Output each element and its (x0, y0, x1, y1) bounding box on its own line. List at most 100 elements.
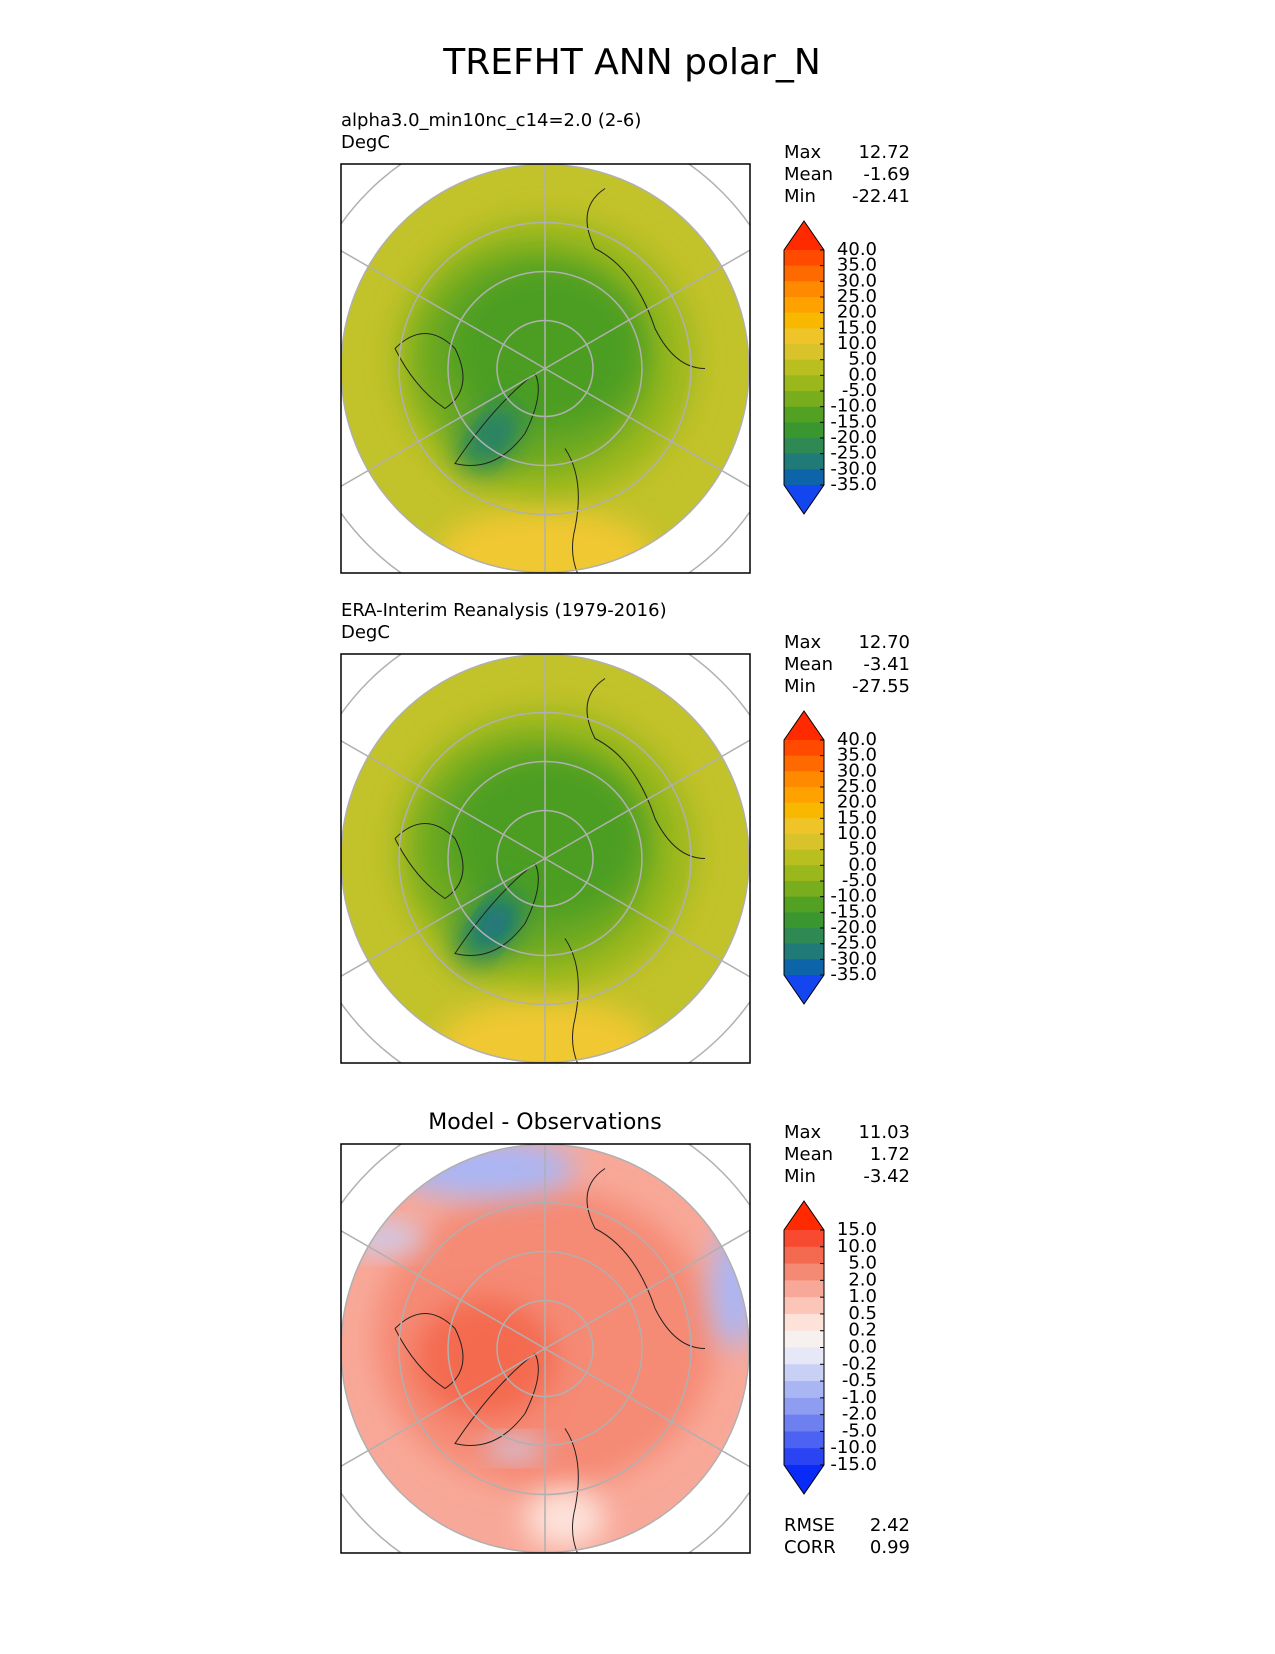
colorbar-tick-label: 40.0 (837, 239, 877, 260)
figure-title: TREFHT ANN polar_N (442, 42, 821, 83)
colorbar-segment (784, 787, 824, 804)
stat-name: Max (784, 632, 822, 653)
colorbar-segment (784, 344, 824, 361)
graticule (544, 249, 750, 370)
colorbar-tick-label: 5.0 (848, 1253, 877, 1274)
colorbar-segment (784, 740, 824, 757)
colorbar-segment (784, 834, 824, 851)
colorbar-segment (784, 1448, 824, 1466)
colorbar-segment (784, 802, 824, 819)
graticule (544, 857, 750, 978)
colorbar-segment (784, 250, 824, 267)
colorbar-segment (784, 391, 824, 408)
colorbar-extend (784, 485, 824, 514)
colorbar-extend (784, 1201, 824, 1230)
stat-value: -22.41 (852, 186, 910, 207)
coastline (586, 1168, 706, 1349)
colorbar-tick-label: 25.0 (837, 286, 877, 307)
colorbar-segment (784, 453, 824, 470)
stat-name: Mean (784, 1144, 833, 1165)
colorbar-tick-label: -30.0 (830, 948, 877, 969)
colorbar-tick-label: 0.0 (848, 1337, 877, 1358)
colorbar-tick-label: 0.2 (848, 1320, 877, 1341)
colorbar-tick-label: -35.0 (830, 474, 877, 495)
colorbar-segment (784, 943, 824, 960)
colorbar-tick-label: -20.0 (830, 917, 877, 938)
graticule (544, 739, 750, 860)
colorbar-segment (784, 912, 824, 929)
colorbar-segment (784, 1347, 824, 1365)
colorbar-tick-label: -10.0 (830, 1437, 877, 1458)
colorbar-segment (784, 896, 824, 913)
stat-name: Min (784, 1166, 816, 1187)
metric-name: CORR (784, 1537, 836, 1558)
colorbar-segment (784, 755, 824, 772)
colorbar-segment (784, 406, 824, 423)
metric-value: 0.99 (870, 1537, 910, 1558)
colorbar-tick-label: 0.0 (848, 854, 877, 875)
colorbar-tick-label: -5.0 (842, 380, 877, 401)
graticule (341, 249, 546, 370)
colorbar-tick-label: -35.0 (830, 964, 877, 985)
stat-value: -3.41 (863, 654, 910, 675)
colorbar-segment (784, 438, 824, 455)
panel-units: DegC (341, 622, 390, 643)
stat-value: -1.69 (863, 164, 910, 185)
colorbar-segment (784, 1297, 824, 1315)
colorbar-tick-label: 10.0 (837, 333, 877, 354)
stat-name: Max (784, 1122, 822, 1143)
coastline (454, 862, 539, 956)
graticule (341, 857, 546, 978)
stat-name: Min (784, 186, 816, 207)
map (341, 1144, 750, 1553)
colorbar-tick-label: 0.0 (848, 364, 877, 385)
colorbar-tick-label: -5.0 (842, 870, 877, 891)
colorbar-tick-label: 5.0 (848, 349, 877, 370)
colorbar-segment (784, 1364, 824, 1382)
colorbar-tick-label: 20.0 (837, 302, 877, 323)
colorbar-tick-label: -30.0 (830, 458, 877, 479)
colorbar-tick-label: 35.0 (837, 255, 877, 276)
stat-name: Mean (784, 164, 833, 185)
colorbar-tick-label: 40.0 (837, 729, 877, 750)
colorbar-tick-label: 10.0 (837, 1236, 877, 1257)
graticule (341, 367, 546, 488)
map-frame (340, 1143, 751, 1554)
colorbar-extend (784, 221, 824, 250)
coastline (394, 333, 464, 410)
map-frame (340, 653, 751, 1064)
colorbar-extend (784, 975, 824, 1004)
stat-name: Min (784, 676, 816, 697)
coastline (454, 372, 539, 466)
coastline (564, 448, 579, 573)
colorbar-tick-label: -0.5 (842, 1370, 877, 1391)
colorbar-tick-label: -15.0 (830, 901, 877, 922)
stat-value: 12.72 (858, 142, 910, 163)
coastline (394, 1313, 464, 1390)
colorbar-segment (784, 375, 824, 392)
colorbar-tick-label: 15.0 (837, 1219, 877, 1240)
colorbar-tick-label: -20.0 (830, 427, 877, 448)
colorbar-segment (784, 1330, 824, 1348)
colorbar-tick-label: -15.0 (830, 1454, 877, 1475)
metric-name: RMSE (784, 1515, 835, 1536)
colorbar-tick-label: 2.0 (848, 1269, 877, 1290)
colorbar-segment (784, 265, 824, 282)
coastline (394, 823, 464, 900)
colorbar-tick-label: 20.0 (837, 792, 877, 813)
map (341, 164, 750, 573)
colorbar-tick-label: 0.5 (848, 1303, 877, 1324)
colorbar-segment (784, 865, 824, 882)
colorbar-segment (784, 1280, 824, 1298)
colorbar-tick-label: 5.0 (848, 839, 877, 860)
colorbar-tick-label: 15.0 (837, 807, 877, 828)
map (341, 654, 750, 1063)
colorbar-tick-label: 30.0 (837, 760, 877, 781)
colorbar-tick-label: 1.0 (848, 1286, 877, 1307)
colorbar-tick-label: -10.0 (830, 886, 877, 907)
colorbar-segment (784, 281, 824, 298)
graticule (544, 367, 750, 488)
coastline (564, 1428, 579, 1553)
coastline (586, 188, 706, 369)
